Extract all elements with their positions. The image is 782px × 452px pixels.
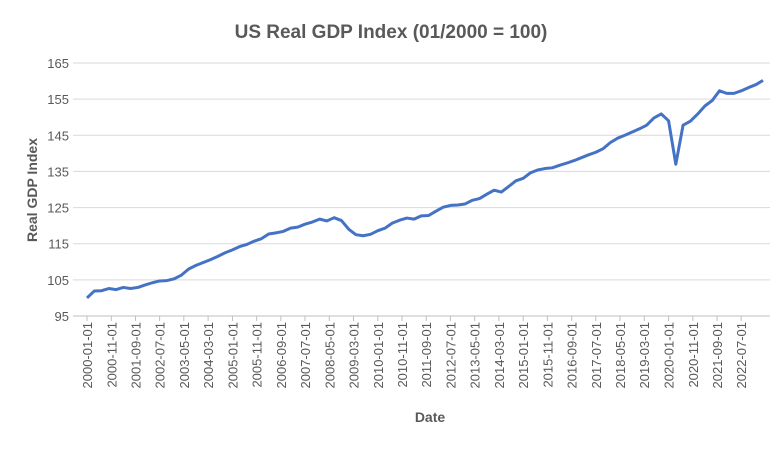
y-tick-label: 155 [47,92,69,107]
x-tick-label: 2003-05-01 [177,322,192,389]
chart-title: US Real GDP Index (01/2000 = 100) [235,22,548,43]
x-tick-label: 2012-07-01 [443,322,458,389]
y-tick-label: 145 [47,128,69,143]
x-tick-label: 2005-11-01 [250,322,265,388]
x-tick-label: 2007-07-01 [298,322,313,389]
x-tick-label: 2011-09-01 [419,322,434,388]
x-tick-label: 2017-07-01 [589,322,604,389]
x-tick-label: 2010-11-01 [395,322,410,388]
y-axis-title: Real GDP Index [24,138,40,242]
x-tick-label: 2021-09-01 [710,322,725,389]
y-tick-label: 125 [47,201,69,216]
x-tick-label: 2004-03-01 [201,322,216,389]
y-tick-label: 115 [48,237,69,252]
x-tick-label: 2010-01-01 [371,322,386,389]
x-tick-label: 2020-11-01 [686,322,701,388]
x-tick-label: 2000-11-01 [104,322,119,388]
y-tick-label: 165 [47,56,69,71]
y-tick-label: 135 [47,164,69,179]
x-tick-label: 2006-09-01 [274,322,289,389]
x-tick-label: 2002-07-01 [153,322,168,389]
x-tick-label: 2015-11-01 [540,322,555,388]
x-tick-label: 2016-09-01 [565,322,580,389]
x-tick-label: 2015-01-01 [516,322,531,389]
x-tick-label: 2014-03-01 [492,322,507,389]
x-axis-title: Date [415,409,446,425]
y-tick-label: 95 [55,309,69,324]
x-tick-label: 2000-01-01 [80,322,95,389]
x-tick-label: 2005-01-01 [225,322,240,389]
x-tick-label: 2008-05-01 [322,322,337,389]
x-tick-label: 2022-07-01 [734,322,749,389]
x-tick-label: 2019-03-01 [637,322,652,389]
x-tick-label: 2009-03-01 [346,322,361,389]
data-line [85,79,764,300]
x-tick-label: 2018-05-01 [613,322,628,389]
x-tick-label: 2013-05-01 [468,322,483,389]
x-tick-label: 2020-01-01 [662,322,677,389]
y-tick-label: 105 [47,273,69,288]
x-tick-label: 2001-09-01 [128,322,143,389]
